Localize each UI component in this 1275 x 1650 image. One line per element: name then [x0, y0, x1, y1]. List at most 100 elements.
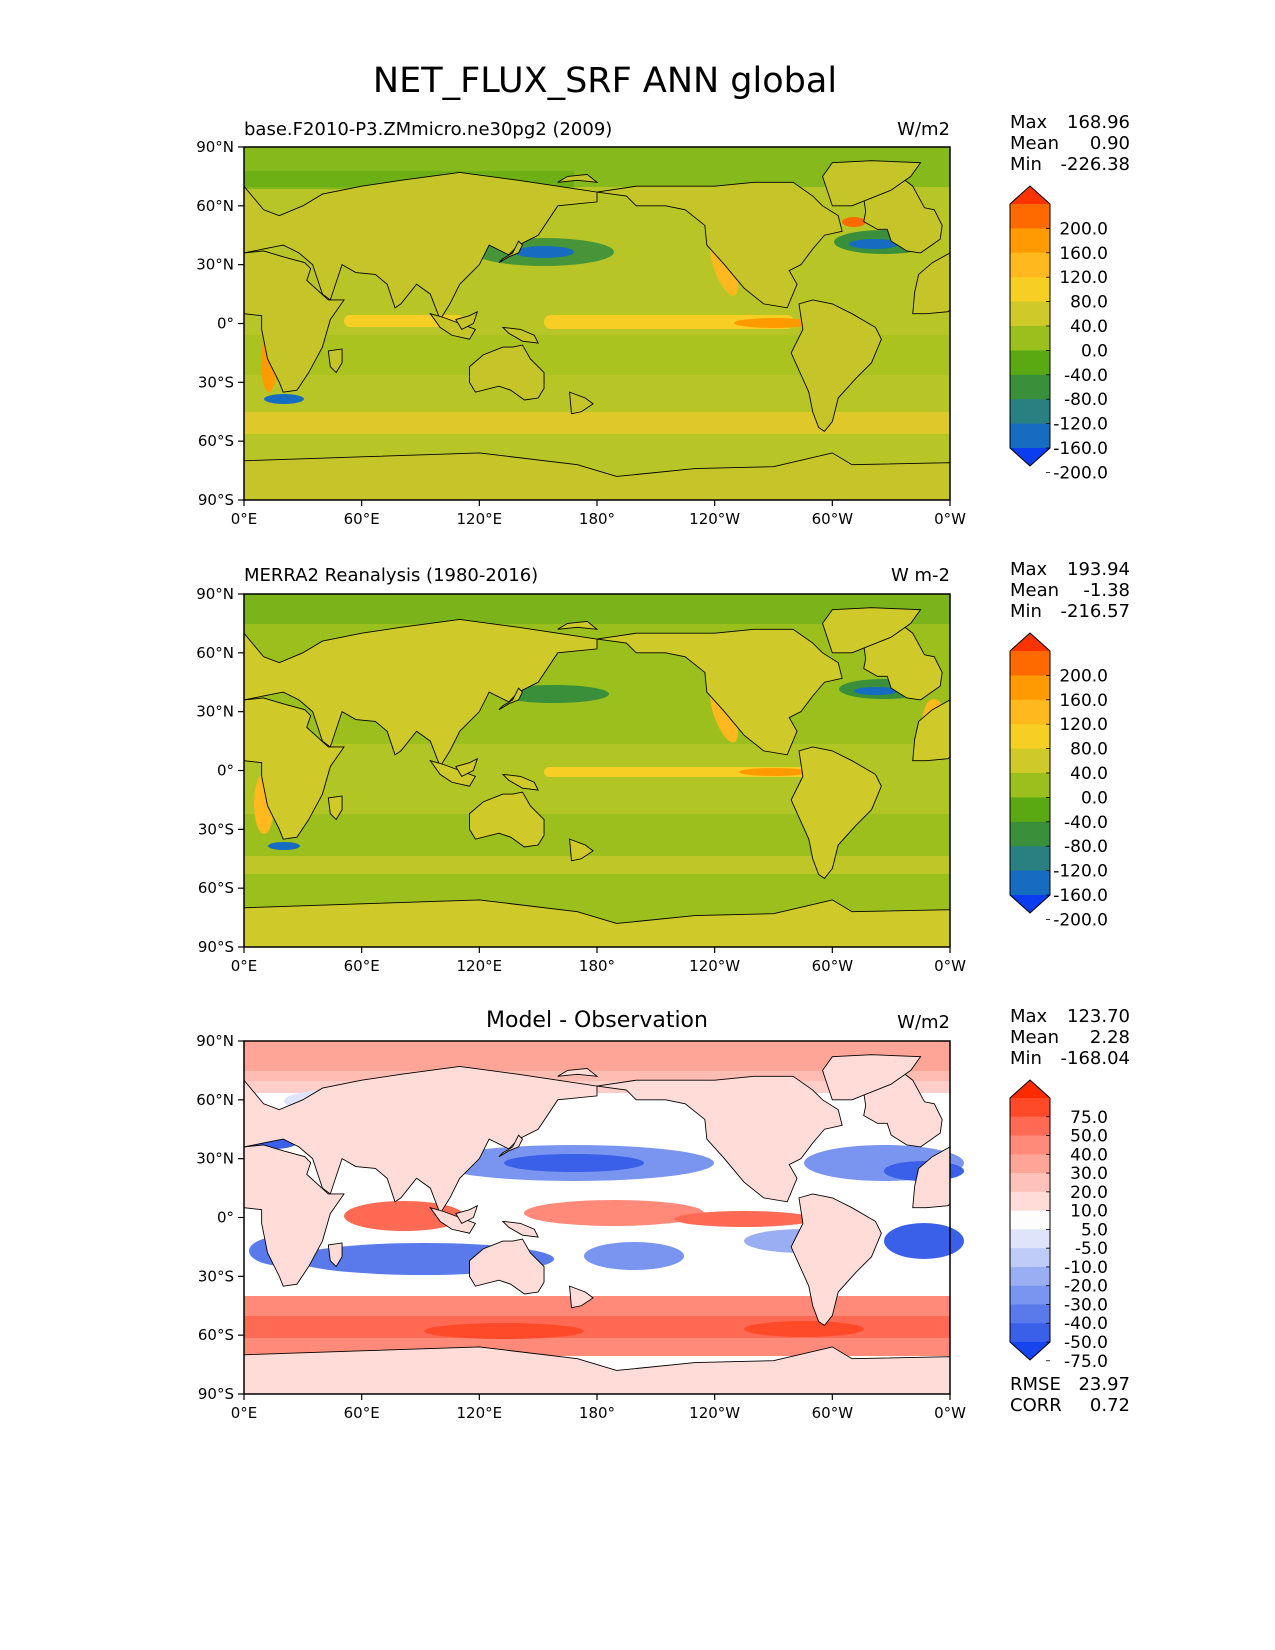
colorbar-label: -10.0: [1064, 1258, 1108, 1278]
y-tick-label: 90°S: [198, 491, 234, 509]
colorbar-label: -75.0: [1064, 1352, 1108, 1372]
y-tick-label: 90°S: [198, 1385, 234, 1403]
colorbar-label: -160.0: [1053, 886, 1108, 906]
y-tick-label: 60°S: [198, 879, 234, 897]
colorbar-swatch: [1010, 350, 1050, 376]
colorbar-label: -30.0: [1064, 1295, 1108, 1315]
colorbar-label: 40.0: [1070, 317, 1108, 337]
x-tick-label: 0°E: [231, 1404, 258, 1422]
y-tick-label: 30°S: [198, 820, 234, 838]
colorbar-label: 0.0: [1081, 341, 1108, 361]
y-tick-label: 0°: [217, 762, 234, 780]
colorbar-extend-min: [1010, 895, 1050, 913]
figure-title: NET_FLUX_SRF ANN global: [373, 61, 837, 101]
x-tick-label: 0°W: [934, 957, 966, 975]
y-tick-label: 60°N: [196, 197, 234, 215]
colorbar-label: -160.0: [1053, 439, 1108, 459]
x-tick-label: 0°W: [934, 510, 966, 528]
y-tick-label: 30°N: [196, 1150, 234, 1168]
stat-min-label: Min: [1010, 601, 1042, 622]
colorbar-swatch: [1010, 1229, 1050, 1249]
y-tick-label: 30°S: [198, 373, 234, 391]
colorbar-extend-max: [1010, 186, 1050, 204]
colorbar-swatch: [1010, 301, 1050, 327]
corr-value: 0.72: [1090, 1395, 1130, 1416]
footer-stats: RMSE 23.97 CORR 0.72: [1010, 1374, 1130, 1416]
colorbar-label: -20.0: [1064, 1277, 1108, 1297]
x-tick-label: 0°W: [934, 1404, 966, 1422]
colorbar-swatch: [1010, 699, 1050, 725]
colorbar-swatch: [1010, 651, 1050, 676]
colorbar-swatch: [1010, 374, 1050, 400]
colorbar-swatch: [1010, 846, 1050, 872]
x-axis: 0°E 60°E 120°E 180° 120°W 60°W 0°W: [231, 947, 966, 975]
stat-max-label: Max: [1010, 1006, 1048, 1027]
colorbar-label: -50.0: [1064, 1333, 1108, 1353]
stats-block: Max 168.96 Mean 0.90 Min -226.38: [1010, 112, 1130, 175]
colorbar-swatch: [1010, 228, 1050, 254]
colorbar-swatch: [1010, 1191, 1050, 1212]
colorbar: 75.050.040.030.020.010.05.0-5.0-10.0-20.…: [1009, 1079, 1108, 1372]
colorbar-label: 20.0: [1070, 1183, 1108, 1203]
x-tick-label: 180°: [579, 510, 615, 528]
colorbar-swatch: [1010, 1154, 1050, 1174]
colorbar-swatch: [1010, 773, 1050, 798]
x-tick-label: 60°E: [344, 1404, 380, 1422]
x-tick-label: 60°W: [812, 1404, 854, 1422]
y-tick-label: 90°N: [196, 138, 234, 156]
x-tick-label: 120°E: [457, 510, 503, 528]
colorbar-label: 120.0: [1059, 268, 1108, 288]
colorbar-label: 200.0: [1059, 666, 1108, 686]
x-tick-label: 120°W: [689, 1404, 740, 1422]
colorbar-swatch: [1010, 1285, 1050, 1306]
stat-min-label: Min: [1010, 1048, 1042, 1069]
colorbar-swatch: [1010, 277, 1050, 303]
y-tick-label: 60°N: [196, 644, 234, 662]
y-tick-label: 30°S: [198, 1267, 234, 1285]
colorbar-swatch: [1010, 204, 1050, 229]
colorbar-label: -200.0: [1053, 910, 1108, 930]
colorbar-label: 0.0: [1081, 788, 1108, 808]
colorbar-label: -40.0: [1064, 1314, 1108, 1334]
colorbar-swatch: [1010, 1210, 1050, 1230]
x-tick-label: 120°W: [689, 510, 740, 528]
colorbar-swatch: [1010, 675, 1050, 701]
colorbar-swatch: [1010, 1098, 1050, 1118]
colorbar-swatch: [1010, 399, 1050, 425]
stats-block: Max 193.94 Mean -1.38 Min -216.57: [1010, 559, 1130, 622]
stat-max-label: Max: [1010, 559, 1048, 580]
colorbar: 200.0 160.0 120.0 80.0 40.0 0.0 -40.0 -80.0 -120…: [1009, 185, 1108, 483]
map-area: [243, 146, 951, 501]
colorbar-label: 80.0: [1070, 740, 1108, 760]
x-tick-label: 180°: [579, 957, 615, 975]
colorbar-label: 40.0: [1070, 764, 1108, 784]
stat-mean-label: Mean: [1010, 1027, 1059, 1048]
stat-max-value: 168.96: [1067, 112, 1130, 133]
stat-min-value: -168.04: [1061, 1048, 1130, 1069]
map-area: [243, 593, 951, 948]
colorbar-label: 10.0: [1070, 1202, 1108, 1222]
stat-max-value: 193.94: [1067, 559, 1130, 580]
panel-units: W m-2: [891, 565, 950, 586]
colorbar-swatch: [1010, 1266, 1050, 1287]
y-tick-label: 30°N: [196, 703, 234, 721]
stat-max-value: 123.70: [1067, 1006, 1130, 1027]
x-tick-label: 180°: [579, 1404, 615, 1422]
colorbar-label: 120.0: [1059, 715, 1108, 735]
colorbar-label: 30.0: [1070, 1164, 1108, 1184]
corr-label: CORR: [1010, 1395, 1062, 1416]
y-axis: 90°N 60°N 30°N 0° 30°S 60°S 90°S: [196, 1032, 244, 1403]
colorbar-label: 80.0: [1070, 293, 1108, 313]
stat-min-value: -216.57: [1061, 601, 1130, 622]
panel-title-left: base.F2010-P3.ZMmicro.ne30pg2 (2009): [244, 119, 612, 140]
colorbar-label: 200.0: [1059, 219, 1108, 239]
x-axis: 0°E 60°E 120°E 180° 120°W 60°W 0°W: [231, 500, 966, 528]
colorbar-label: 160.0: [1059, 244, 1108, 264]
y-tick-label: 60°S: [198, 1326, 234, 1344]
x-tick-label: 60°E: [344, 957, 380, 975]
colorbar-extend-min: [1010, 1342, 1050, 1360]
colorbar-label: 75.0: [1070, 1108, 1108, 1128]
stat-min-label: Min: [1010, 154, 1042, 175]
x-tick-label: 60°W: [812, 957, 854, 975]
rmse-value: 23.97: [1078, 1374, 1130, 1395]
